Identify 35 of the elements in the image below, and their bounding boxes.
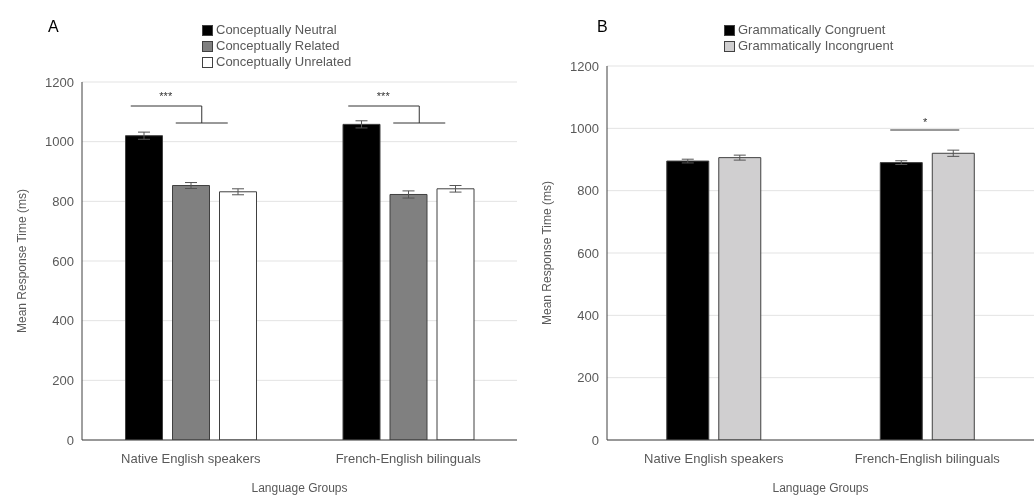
legend-label: Conceptually Neutral xyxy=(215,22,337,38)
x-tick-label: Native English speakers xyxy=(644,451,784,467)
legend-label: Conceptually Unrelated xyxy=(215,54,352,70)
annotation: *** xyxy=(159,90,173,102)
y-tick-label: 200 xyxy=(52,372,74,388)
x-tick-label: Native English speakers xyxy=(121,451,261,467)
y-tick-label: 0 xyxy=(66,432,74,448)
y-tick-label: 1200 xyxy=(570,58,599,74)
y-tick-label: 0 xyxy=(591,432,599,448)
x-axis-title: Language Groups xyxy=(251,481,348,495)
x-axis-title: Language Groups xyxy=(772,481,869,495)
y-tick-label: 400 xyxy=(52,313,74,329)
y-tick-label: 1000 xyxy=(45,134,74,150)
y-tick-label: 1000 xyxy=(570,120,599,136)
legend-label: Grammatically Incongruent xyxy=(737,38,894,54)
y-tick-label: 800 xyxy=(52,193,74,209)
y-axis-title: Mean Response Time (ms) xyxy=(540,180,555,326)
bracket: * xyxy=(889,116,960,131)
y-tick-label: 600 xyxy=(577,245,599,261)
y-tick-label: 1200 xyxy=(45,74,74,90)
y-axis-title: Mean Response Time (ms) xyxy=(15,188,30,334)
x-tick-label: French-English bilinguals xyxy=(854,451,1001,467)
annotation: * xyxy=(923,116,929,128)
legend-label: Conceptually Related xyxy=(215,38,340,54)
bracket: *** xyxy=(347,90,446,124)
bracket: *** xyxy=(130,90,229,124)
y-tick-label: 800 xyxy=(577,183,599,199)
y-tick-label: 600 xyxy=(52,253,74,269)
chart-title: A xyxy=(48,18,59,36)
y-tick-label: 400 xyxy=(577,307,599,323)
annotation: *** xyxy=(376,90,391,102)
chart-title: B xyxy=(597,18,608,36)
legend-label: Grammatically Congruent xyxy=(737,22,886,38)
x-tick-label: French-English bilinguals xyxy=(335,451,482,467)
y-tick-label: 200 xyxy=(577,370,599,386)
